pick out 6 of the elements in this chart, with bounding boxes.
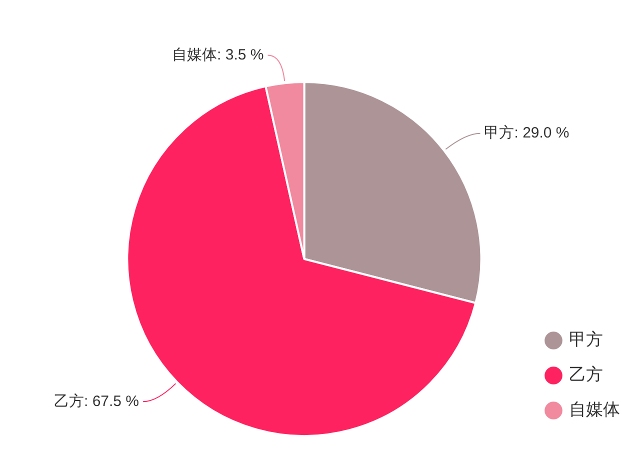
- legend-label: 甲方: [569, 330, 603, 350]
- data-label: 乙方: 67.5 %: [54, 392, 140, 410]
- legend-label: 乙方: [569, 365, 603, 384]
- data-label: 甲方: 29.0 %: [484, 124, 570, 142]
- data-label: 自媒体: 3.5 %: [172, 46, 264, 64]
- legend-label: 自媒体: [569, 400, 620, 420]
